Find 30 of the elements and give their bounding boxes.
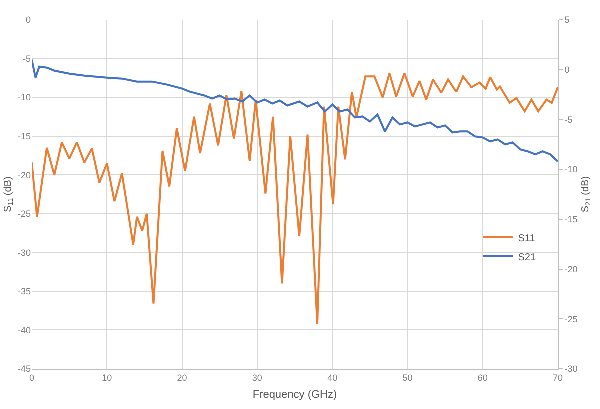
y2-tick-label: -5 [564, 114, 573, 125]
x-tick-label: 70 [552, 372, 564, 383]
x-axis-title: Frequency (GHz) [252, 389, 338, 401]
y-tick-label: 0 [26, 15, 31, 26]
line-series [32, 58, 558, 163]
y2-tick-label: -20 [564, 264, 578, 274]
y-tick-label: -20 [18, 170, 31, 180]
x-tick-label: 60 [478, 372, 488, 383]
legend-label: S11 [518, 233, 536, 244]
y-tick-label: -30 [18, 248, 31, 258]
line-series [32, 72, 558, 326]
y2-tick-label: -25 [564, 314, 578, 324]
x-tick-label: 30 [252, 372, 262, 383]
x-tick-label: 20 [177, 372, 188, 383]
y2-tick-label: 0 [564, 65, 570, 76]
legend-label: S21 [518, 252, 536, 264]
y2-tick-label: -30 [564, 364, 578, 374]
y-tick-label: -5 [22, 54, 31, 64]
y-tick-label: -35 [18, 286, 31, 297]
x-tick-label: 50 [402, 372, 413, 383]
y-tick-label: -15 [18, 131, 31, 142]
y2-tick-label: 5 [564, 15, 570, 26]
x-tick-label: 40 [328, 372, 338, 383]
y-tick-label: -45 [18, 364, 31, 374]
y-tick-label: -25 [18, 209, 31, 220]
y2-tick-label: -10 [564, 164, 578, 175]
y-tick-label: -10 [18, 92, 31, 103]
x-tick-label: 10 [102, 372, 112, 383]
y2-tick-label: -15 [564, 214, 578, 225]
y-tick-label: -40 [18, 325, 31, 336]
